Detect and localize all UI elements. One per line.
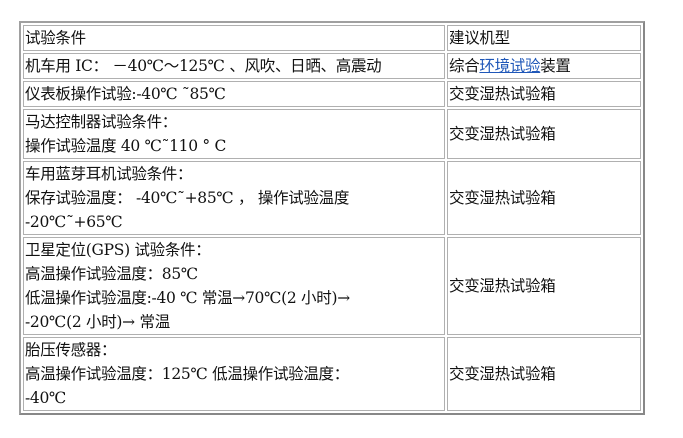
model-text: 综合 — [449, 57, 480, 75]
condition-line: 低温操作试验温度:-40 ℃ 常温→70℃(2 小时)→ — [25, 289, 350, 307]
environment-test-link[interactable]: 环境试验 — [479, 57, 541, 75]
condition-line: -20℃˜+65℃ — [25, 213, 123, 231]
table-row: 仪表板操作试验:-40℃ ˜85℃ 交变湿热试验箱 — [23, 81, 641, 107]
condition-line: 仪表板操作试验:-40℃ ˜85℃ — [25, 85, 226, 103]
condition-line: -40℃ — [25, 389, 67, 407]
condition-cell: 车用蓝芽耳机试验条件： 保存试验温度： -40℃˜+85℃ ， 操作试验温度 -… — [23, 161, 445, 235]
model-cell: 综合环境试验装置 — [447, 53, 641, 79]
condition-cell: 马达控制器试验条件： 操作试验温度 40 ℃˜110 ° C — [23, 109, 445, 159]
table-row: 马达控制器试验条件： 操作试验温度 40 ℃˜110 ° C 交变湿热试验箱 — [23, 109, 641, 159]
model-cell: 交变湿热试验箱 — [447, 337, 641, 411]
model-cell: 交变湿热试验箱 — [447, 161, 641, 235]
condition-cell: 仪表板操作试验:-40℃ ˜85℃ — [23, 81, 445, 107]
table-row: 车用蓝芽耳机试验条件： 保存试验温度： -40℃˜+85℃ ， 操作试验温度 -… — [23, 161, 641, 235]
condition-line: 胎压传感器： — [25, 341, 117, 359]
condition-line: 操作试验温度 40 ℃˜110 ° C — [25, 137, 227, 155]
header-condition: 试验条件 — [23, 25, 445, 51]
model-cell: 交变湿热试验箱 — [447, 109, 641, 159]
model-text: 装置 — [540, 57, 571, 75]
condition-line: -20℃(2 小时)→ 常温 — [25, 313, 170, 331]
condition-cell: 卫星定位(GPS) 试验条件： 高温操作试验温度：85℃ 低温操作试验温度:-4… — [23, 237, 445, 335]
table-row: 机车用 IC： －40℃～125℃ 、风吹、日晒、高震动 综合环境试验装置 — [23, 53, 641, 79]
condition-line: 保存试验温度： -40℃˜+85℃ ， 操作试验温度 — [25, 189, 350, 207]
condition-line: 车用蓝芽耳机试验条件： — [25, 165, 193, 183]
table-row: 卫星定位(GPS) 试验条件： 高温操作试验温度：85℃ 低温操作试验温度:-4… — [23, 237, 641, 335]
condition-line: 马达控制器试验条件： — [25, 113, 178, 131]
test-conditions-table: 试验条件 建议机型 机车用 IC： －40℃～125℃ 、风吹、日晒、高震动 综… — [19, 21, 645, 415]
condition-line: 高温操作试验温度：125℃ 低温操作试验温度： — [25, 365, 349, 383]
condition-line: 机车用 IC： －40℃～125℃ 、风吹、日晒、高震动 — [25, 57, 382, 75]
header-model: 建议机型 — [447, 25, 641, 51]
table-row: 胎压传感器： 高温操作试验温度：125℃ 低温操作试验温度： -40℃ 交变湿热… — [23, 337, 641, 411]
condition-line: 高温操作试验温度：85℃ — [25, 265, 198, 283]
model-cell: 交变湿热试验箱 — [447, 237, 641, 335]
model-cell: 交变湿热试验箱 — [447, 81, 641, 107]
condition-cell: 机车用 IC： －40℃～125℃ 、风吹、日晒、高震动 — [23, 53, 445, 79]
condition-cell: 胎压传感器： 高温操作试验温度：125℃ 低温操作试验温度： -40℃ — [23, 337, 445, 411]
table-header-row: 试验条件 建议机型 — [23, 25, 641, 51]
condition-line: 卫星定位(GPS) 试验条件： — [25, 241, 211, 259]
